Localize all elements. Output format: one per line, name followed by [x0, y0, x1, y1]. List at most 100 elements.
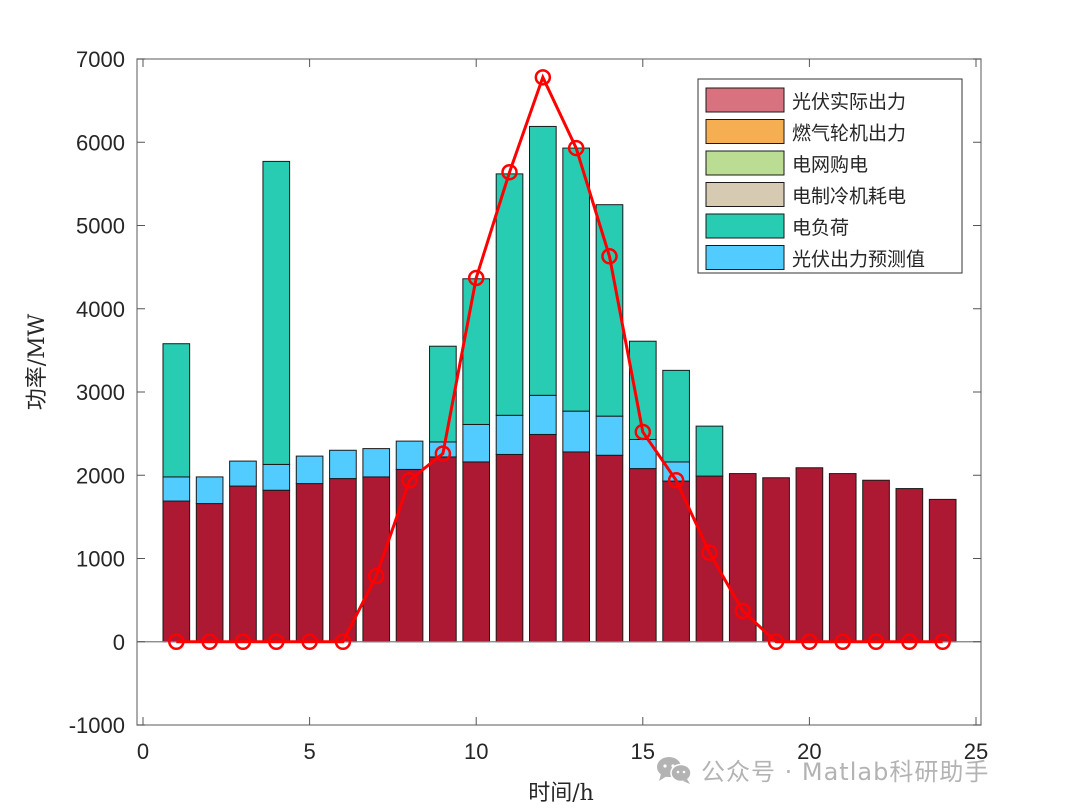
legend-label: 光伏实际出力 — [792, 91, 906, 113]
bar-segment — [862, 479, 890, 643]
x-tick-label: 20 — [797, 739, 821, 764]
legend-swatch — [705, 150, 785, 176]
line-marker — [601, 248, 618, 265]
pv-line — [176, 73, 943, 644]
bar-segment — [362, 448, 391, 478]
bar-segment — [562, 410, 590, 453]
pv-line-group — [168, 69, 951, 650]
line-marker — [634, 423, 652, 441]
line-marker — [201, 633, 218, 650]
line-marker — [168, 633, 185, 650]
watermark-text: 公众号 · Matlab科研助手 — [701, 758, 990, 786]
bar-segment — [562, 147, 590, 412]
y-tick-label: 1000 — [76, 547, 125, 572]
bar-segment — [495, 173, 524, 416]
y-axis-title: 功率/MW — [25, 313, 50, 410]
bars-group — [162, 125, 957, 643]
line-marker — [268, 633, 285, 650]
line-marker — [767, 633, 785, 650]
bar-segment — [429, 456, 457, 643]
bar-segment — [795, 467, 824, 643]
y-tick-label: -1000 — [69, 713, 125, 738]
line-marker — [567, 139, 585, 157]
bar-segment — [195, 476, 224, 505]
bar-segment — [295, 455, 324, 485]
bar-segment — [262, 463, 291, 491]
legend-label: 光伏出力预测值 — [792, 249, 925, 271]
bar-segment — [495, 414, 524, 455]
bar-segment — [895, 488, 924, 643]
line-marker — [234, 633, 252, 650]
line-marker — [901, 633, 918, 650]
bar-segment — [529, 394, 557, 435]
bar-segment — [195, 503, 224, 643]
legend-swatch — [705, 87, 785, 113]
line-marker — [367, 567, 385, 585]
line-marker — [867, 633, 885, 650]
bar-segment — [162, 343, 191, 478]
bar-segment — [928, 498, 957, 643]
bar-segment — [362, 476, 391, 643]
line-marker — [667, 471, 685, 489]
y-tick-label: 4000 — [76, 297, 125, 322]
bar-segment — [429, 345, 457, 443]
bar-segment — [595, 415, 624, 456]
legend-swatch — [705, 245, 785, 270]
bar-segment — [529, 125, 557, 396]
legend-swatch — [705, 213, 785, 239]
bar-segment — [229, 485, 257, 643]
x-tick-label: 0 — [137, 739, 149, 764]
line-marker — [801, 633, 818, 650]
line-marker — [934, 633, 951, 650]
line-marker — [334, 633, 352, 650]
y-tick-label: 3000 — [76, 380, 125, 405]
watermark: 公众号 · Matlab科研助手 — [655, 752, 989, 787]
bar-segment — [562, 451, 590, 643]
bar-segment — [628, 438, 657, 470]
bar-segment — [295, 483, 324, 643]
y-tick-label: 6000 — [76, 130, 125, 155]
bar-segment — [162, 500, 191, 643]
bar-segment — [595, 454, 624, 643]
bar-segment — [662, 480, 690, 643]
bar-segment — [395, 468, 424, 643]
y-tick-label: 0 — [113, 630, 125, 655]
x-tick-label: 25 — [964, 739, 988, 764]
legend-label: 电网购电 — [792, 154, 868, 176]
bar-segment — [762, 477, 790, 643]
x-axis-title: 时间/h — [528, 781, 594, 806]
bar-segment — [462, 461, 491, 643]
line-marker — [534, 69, 552, 86]
y-tick-label: 7000 — [76, 47, 125, 72]
line-marker — [834, 633, 851, 650]
legend-swatch — [705, 182, 785, 207]
bar-segment — [695, 425, 724, 477]
bar-segment — [462, 278, 491, 425]
line-marker — [467, 269, 485, 287]
bar-segment — [329, 478, 357, 643]
bar-segment — [628, 468, 657, 643]
x-tick-label: 15 — [631, 739, 655, 764]
axis-ticks: 0 5 10 15 20 25 -1000 0 1000 2000 3000 4000 5000 6000… — [69, 47, 989, 764]
line-marker — [401, 471, 418, 489]
legend-swatch — [705, 119, 785, 144]
line-marker — [734, 602, 752, 620]
bar-segment — [262, 489, 291, 643]
y-tick-label: 5000 — [76, 214, 125, 239]
bar-segment — [262, 160, 291, 465]
bar-segment — [662, 369, 690, 463]
bar-segment — [229, 460, 257, 487]
bar-segment — [329, 449, 357, 480]
bar-segment — [728, 473, 757, 643]
line-marker — [701, 544, 718, 561]
legend-label: 电制冷机耗电 — [792, 186, 906, 208]
legend-label: 燃气轮机出力 — [792, 123, 906, 145]
line-marker — [301, 633, 318, 650]
y-tick-label: 2000 — [76, 463, 125, 488]
bar-segment — [529, 433, 557, 643]
bar-segment — [395, 440, 424, 470]
wechat-icon — [655, 755, 693, 785]
bar-segment — [462, 423, 491, 463]
